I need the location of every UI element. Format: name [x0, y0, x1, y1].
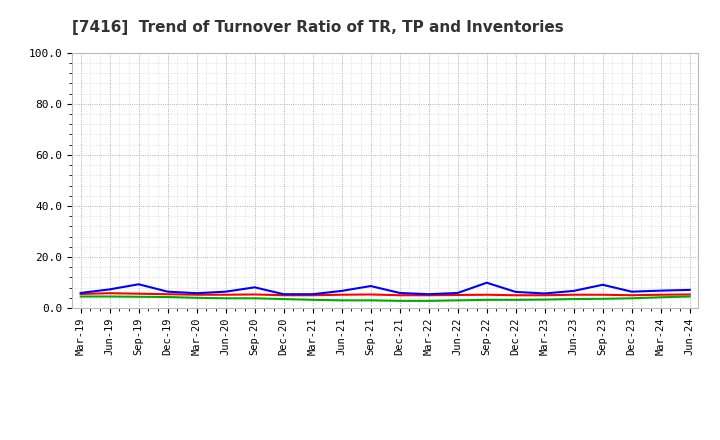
- Inventories: [482, 297, 491, 302]
- Inventories: [192, 295, 201, 301]
- Trade Receivables: [482, 292, 491, 297]
- Trade Payables: [657, 288, 665, 293]
- Inventories: [366, 298, 375, 303]
- Trade Payables: [627, 289, 636, 294]
- Trade Payables: [482, 280, 491, 286]
- Trade Payables: [338, 288, 346, 293]
- Inventories: [308, 297, 317, 302]
- Trade Receivables: [598, 292, 607, 297]
- Trade Receivables: [570, 292, 578, 297]
- Trade Payables: [454, 290, 462, 296]
- Inventories: [251, 296, 259, 301]
- Inventories: [163, 294, 172, 300]
- Trade Receivables: [105, 290, 114, 296]
- Trade Payables: [511, 289, 520, 294]
- Trade Payables: [279, 292, 288, 297]
- Trade Receivables: [308, 293, 317, 298]
- Trade Receivables: [541, 293, 549, 298]
- Inventories: [685, 294, 694, 299]
- Inventories: [76, 294, 85, 299]
- Trade Receivables: [221, 292, 230, 297]
- Trade Payables: [541, 291, 549, 296]
- Inventories: [598, 296, 607, 301]
- Inventories: [454, 298, 462, 303]
- Inventories: [541, 297, 549, 302]
- Trade Receivables: [627, 293, 636, 298]
- Inventories: [570, 297, 578, 302]
- Trade Receivables: [163, 292, 172, 297]
- Inventories: [657, 295, 665, 300]
- Trade Payables: [192, 290, 201, 296]
- Line: Inventories: Inventories: [81, 297, 690, 301]
- Inventories: [105, 294, 114, 299]
- Trade Payables: [135, 282, 143, 287]
- Trade Receivables: [366, 292, 375, 297]
- Trade Receivables: [657, 292, 665, 297]
- Trade Payables: [221, 289, 230, 294]
- Trade Receivables: [395, 293, 404, 298]
- Inventories: [338, 298, 346, 303]
- Trade Receivables: [685, 292, 694, 297]
- Trade Receivables: [279, 293, 288, 298]
- Trade Receivables: [511, 293, 520, 298]
- Trade Payables: [308, 292, 317, 297]
- Inventories: [279, 297, 288, 302]
- Trade Payables: [395, 290, 404, 296]
- Trade Receivables: [76, 291, 85, 297]
- Trade Payables: [163, 289, 172, 294]
- Trade Receivables: [454, 292, 462, 297]
- Trade Payables: [251, 285, 259, 290]
- Line: Trade Payables: Trade Payables: [81, 283, 690, 294]
- Trade Payables: [570, 288, 578, 293]
- Text: [7416]  Trend of Turnover Ratio of TR, TP and Inventories: [7416] Trend of Turnover Ratio of TR, TP…: [72, 20, 564, 35]
- Trade Receivables: [424, 293, 433, 298]
- Inventories: [511, 297, 520, 302]
- Trade Payables: [76, 290, 85, 296]
- Inventories: [135, 294, 143, 299]
- Trade Receivables: [338, 292, 346, 297]
- Inventories: [395, 298, 404, 304]
- Trade Receivables: [135, 291, 143, 297]
- Trade Receivables: [251, 292, 259, 297]
- Trade Payables: [685, 287, 694, 293]
- Trade Payables: [598, 282, 607, 287]
- Trade Receivables: [192, 292, 201, 297]
- Inventories: [424, 298, 433, 304]
- Inventories: [221, 296, 230, 301]
- Trade Payables: [105, 287, 114, 292]
- Line: Trade Receivables: Trade Receivables: [81, 293, 690, 295]
- Inventories: [627, 296, 636, 301]
- Trade Payables: [366, 283, 375, 289]
- Trade Payables: [424, 292, 433, 297]
